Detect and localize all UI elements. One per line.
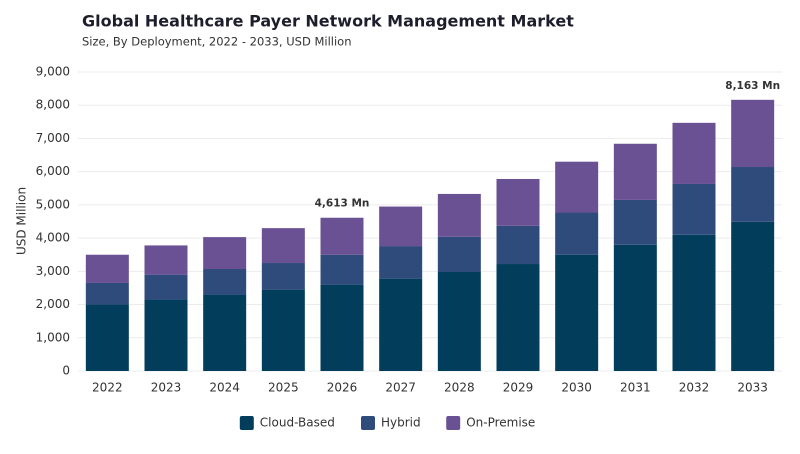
bar-segment xyxy=(379,246,423,279)
y-tick-label: 9,000 xyxy=(36,65,70,79)
y-tick-label: 7,000 xyxy=(36,131,70,145)
y-tick-label: 5,000 xyxy=(36,197,70,211)
bar-segment xyxy=(85,282,129,305)
bar-segment xyxy=(320,254,364,285)
legend-label: Cloud-Based xyxy=(260,416,335,430)
bar-segment xyxy=(261,228,305,264)
y-tick-label: 6,000 xyxy=(36,164,70,178)
x-tick-label: 2026 xyxy=(327,381,358,395)
chart-title: Global Healthcare Payer Network Manageme… xyxy=(82,12,574,31)
y-tick-label: 8,000 xyxy=(36,98,70,112)
x-tick-label: 2023 xyxy=(151,381,182,395)
x-tick-label: 2024 xyxy=(209,381,240,395)
bar-segment xyxy=(731,221,775,371)
y-tick-label: 3,000 xyxy=(36,264,70,278)
bar-segment xyxy=(672,234,716,371)
bar-segment xyxy=(437,193,481,237)
legend-swatch xyxy=(361,416,375,430)
bar-segment xyxy=(85,304,129,371)
bar-segment xyxy=(496,225,540,265)
bar-segment xyxy=(555,161,599,213)
bar-segment xyxy=(437,236,481,272)
bar-segment xyxy=(496,178,540,226)
y-tick-label: 2,000 xyxy=(36,297,70,311)
bar-segment xyxy=(203,237,247,270)
x-tick-label: 2028 xyxy=(444,381,475,395)
annotation: 4,613 Mn xyxy=(315,198,370,210)
bar-segment xyxy=(672,183,716,235)
bar-segment xyxy=(613,143,657,200)
bar-segment xyxy=(613,244,657,371)
x-tick-label: 2022 xyxy=(92,381,123,395)
bar-segment xyxy=(203,269,247,295)
bar-segment xyxy=(320,217,364,255)
bar-segment xyxy=(85,254,129,283)
bar-segment xyxy=(144,299,188,371)
y-tick-label: 4,000 xyxy=(36,231,70,245)
bar-segment xyxy=(261,289,305,371)
x-tick-label: 2033 xyxy=(737,381,768,395)
legend-label: Hybrid xyxy=(381,416,421,430)
bar-segment xyxy=(379,206,423,247)
legend-swatch xyxy=(239,416,254,430)
bar-segment xyxy=(320,284,364,371)
chart-subtitle: Size, By Deployment, 2022 - 2033, USD Mi… xyxy=(82,35,351,49)
x-tick-label: 2029 xyxy=(503,381,534,395)
y-axis-label: USD Million xyxy=(15,187,29,255)
bar-segment xyxy=(261,263,305,290)
bar-segment xyxy=(613,199,657,245)
bar-segment xyxy=(555,254,599,371)
bar-segment xyxy=(379,278,423,371)
y-tick-label: 0 xyxy=(62,364,70,378)
y-tick-label: 1,000 xyxy=(36,330,70,344)
bar-segment xyxy=(144,245,188,275)
annotation: 8,163 Mn xyxy=(725,80,780,92)
bar-segment xyxy=(203,294,247,371)
bar-segment xyxy=(731,167,775,222)
x-tick-label: 2030 xyxy=(561,381,592,395)
legend-swatch xyxy=(446,416,461,430)
x-tick-label: 2027 xyxy=(385,381,416,395)
bar-segment xyxy=(496,264,540,371)
x-tick-label: 2031 xyxy=(620,381,651,395)
bar-segment xyxy=(555,212,599,255)
bar-segment xyxy=(437,271,481,371)
bar-segment xyxy=(672,122,716,184)
x-tick-label: 2032 xyxy=(679,381,710,395)
bar-segment xyxy=(144,274,188,300)
bar-segment xyxy=(731,99,775,168)
legend-label: On-Premise xyxy=(466,416,535,430)
x-tick-label: 2025 xyxy=(268,381,299,395)
